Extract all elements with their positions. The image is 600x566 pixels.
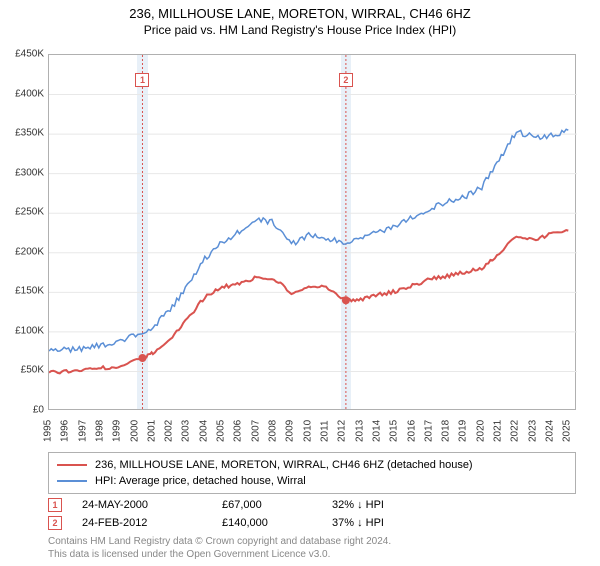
x-tick-label: 2023 [527, 420, 538, 442]
x-tick-label: 2014 [371, 420, 382, 442]
x-tick-label: 2025 [562, 420, 573, 442]
x-tick-label: 1996 [60, 420, 71, 442]
x-tick-label: 2020 [475, 420, 486, 442]
footer-line-2: This data is licensed under the Open Gov… [48, 549, 330, 560]
marker-table-row: 1 24-MAY-2000£67,00032% ↓ HPI [48, 496, 576, 514]
legend-swatch [57, 480, 87, 482]
y-tick-label: £150K [15, 286, 44, 297]
x-tick-label: 2000 [129, 420, 140, 442]
chart-svg [49, 55, 577, 411]
legend-swatch [57, 464, 87, 466]
marker-table-row: 2 24-FEB-2012£140,00037% ↓ HPI [48, 514, 576, 532]
data-point-marker [342, 296, 350, 304]
x-tick-label: 2005 [216, 420, 227, 442]
x-tick-label: 2017 [423, 420, 434, 442]
legend-label: 236, MILLHOUSE LANE, MORETON, WIRRAL, CH… [95, 459, 473, 471]
event-marker: 1 [135, 73, 149, 87]
marker-table: 1 24-MAY-2000£67,00032% ↓ HPI 2 24-FEB-2012… [48, 496, 576, 532]
y-tick-label: £300K [15, 167, 44, 178]
series-price_paid [49, 230, 568, 373]
x-tick-label: 2007 [250, 420, 261, 442]
marker-price: £140,000 [222, 517, 332, 529]
x-tick-label: 2013 [354, 420, 365, 442]
x-tick-label: 2021 [493, 420, 504, 442]
series-hpi [49, 129, 568, 352]
marker-number-box: 1 [48, 498, 62, 512]
x-tick-label: 2012 [337, 420, 348, 442]
x-tick-label: 2010 [302, 420, 313, 442]
legend: 236, MILLHOUSE LANE, MORETON, WIRRAL, CH… [48, 452, 576, 494]
x-tick-label: 2015 [389, 420, 400, 442]
x-tick-label: 2003 [181, 420, 192, 442]
plot-area: 12 [48, 54, 576, 410]
legend-row: 236, MILLHOUSE LANE, MORETON, WIRRAL, CH… [57, 457, 567, 473]
data-point-marker [138, 354, 146, 362]
marker-delta: 32% ↓ HPI [332, 499, 452, 511]
footer-line-1: Contains HM Land Registry data © Crown c… [48, 536, 391, 547]
marker-price: £67,000 [222, 499, 332, 511]
y-tick-label: £100K [15, 325, 44, 336]
chart-subtitle: Price paid vs. HM Land Registry's House … [0, 23, 600, 37]
x-tick-label: 1999 [112, 420, 123, 442]
marker-date: 24-MAY-2000 [82, 499, 222, 511]
x-tick-label: 1998 [94, 420, 105, 442]
y-tick-label: £350K [15, 128, 44, 139]
y-tick-label: £400K [15, 88, 44, 99]
x-tick-label: 2022 [510, 420, 521, 442]
marker-date: 24-FEB-2012 [82, 517, 222, 529]
marker-number-box: 2 [48, 516, 62, 530]
y-tick-label: £200K [15, 246, 44, 257]
x-tick-label: 2008 [268, 420, 279, 442]
chart-title: 236, MILLHOUSE LANE, MORETON, WIRRAL, CH… [0, 6, 600, 21]
x-tick-label: 2018 [441, 420, 452, 442]
y-tick-label: £450K [15, 49, 44, 60]
event-marker: 2 [339, 73, 353, 87]
x-tick-label: 1997 [77, 420, 88, 442]
legend-label: HPI: Average price, detached house, Wirr… [95, 475, 306, 487]
x-tick-label: 1995 [43, 420, 54, 442]
y-tick-label: £250K [15, 207, 44, 218]
footer-attribution: Contains HM Land Registry data © Crown c… [48, 536, 576, 561]
x-tick-label: 2009 [285, 420, 296, 442]
marker-delta: 37% ↓ HPI [332, 517, 452, 529]
x-tick-label: 2002 [164, 420, 175, 442]
y-tick-label: £0 [33, 405, 44, 416]
x-tick-label: 2019 [458, 420, 469, 442]
legend-row: HPI: Average price, detached house, Wirr… [57, 473, 567, 489]
x-tick-label: 2011 [319, 420, 330, 442]
x-tick-label: 2001 [146, 420, 157, 442]
chart-container: 236, MILLHOUSE LANE, MORETON, WIRRAL, CH… [0, 6, 600, 566]
x-tick-label: 2006 [233, 420, 244, 442]
x-tick-label: 2024 [545, 420, 556, 442]
y-tick-label: £50K [21, 365, 44, 376]
x-tick-label: 2004 [198, 420, 209, 442]
x-tick-label: 2016 [406, 420, 417, 442]
